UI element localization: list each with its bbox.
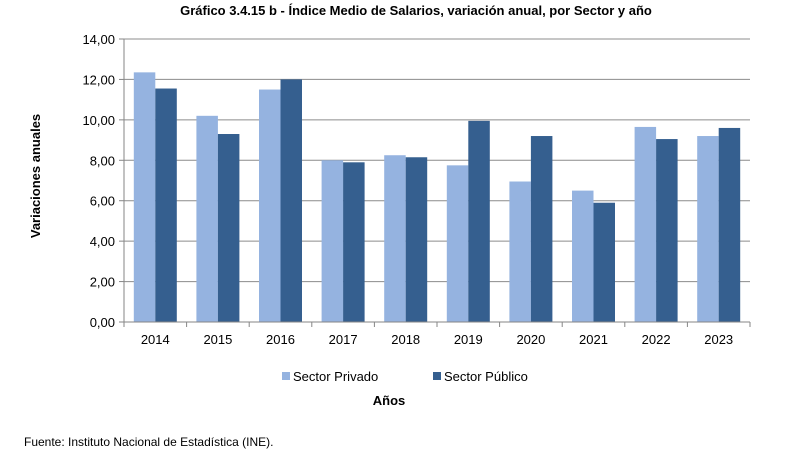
x-tick-labels: 2014 2015 2016 2017 2018 2019 2020 2021 2022 2023 <box>141 332 733 347</box>
x-tick-label: 2017 <box>329 332 358 347</box>
legend-label: Sector Público <box>444 369 528 384</box>
bar-sector-privado-2023 <box>697 136 719 322</box>
legend-swatch <box>433 372 441 380</box>
x-tick-label: 2018 <box>391 332 420 347</box>
y-tick-labels: 0,00 2,00 4,00 6,00 8,00 10,00 12,00 14,00 <box>82 32 115 330</box>
x-tick-label: 2015 <box>203 332 232 347</box>
bar-sector-privado-2018 <box>384 155 406 322</box>
x-tick-label: 2022 <box>642 332 671 347</box>
legend-swatch <box>282 372 290 380</box>
bar-sector-privado-2020 <box>509 181 531 322</box>
x-tick-label: 2021 <box>579 332 608 347</box>
bar-sector-privado-2014 <box>133 72 156 322</box>
bar-sector-publico-2017 <box>343 162 365 322</box>
bar-sector-publico-2016 <box>280 79 302 322</box>
x-tick-label: 2020 <box>516 332 545 347</box>
bar-sector-privado-2019 <box>446 165 469 322</box>
bar-sector-publico-2022 <box>656 139 678 322</box>
bar-sector-publico-2015 <box>217 134 240 322</box>
bar-sector-publico-2018 <box>405 157 428 322</box>
bar-sector-privado-2017 <box>321 160 344 322</box>
y-tick-label: 0,00 <box>90 315 115 330</box>
y-tick-label: 10,00 <box>82 113 115 128</box>
x-axis-title: Años <box>373 393 406 408</box>
x-tick-label: 2019 <box>454 332 483 347</box>
bar-sector-publico-2021 <box>593 202 615 322</box>
y-tick-label: 2,00 <box>90 275 115 290</box>
bar-sector-publico-2020 <box>530 136 553 322</box>
axes <box>119 38 751 327</box>
x-tick-label: 2014 <box>141 332 170 347</box>
bar-sector-privado-2021 <box>572 190 594 322</box>
x-tick-label: 2016 <box>266 332 295 347</box>
y-tick-label: 6,00 <box>90 194 115 209</box>
legend: Sector Privado Sector Público <box>282 369 528 384</box>
bars <box>133 72 741 323</box>
legend-label: Sector Privado <box>293 369 378 384</box>
y-tick-label: 14,00 <box>82 32 115 47</box>
bar-sector-publico-2023 <box>718 127 741 322</box>
chart-title: Gráfico 3.4.15 b - Índice Medio de Salar… <box>180 3 652 18</box>
bar-sector-privado-2015 <box>196 115 218 322</box>
bar-sector-privado-2016 <box>259 89 281 323</box>
y-axis-title: Variaciones anuales <box>28 114 43 238</box>
bar-sector-publico-2019 <box>468 120 490 322</box>
y-tick-label: 12,00 <box>82 72 115 87</box>
bar-sector-publico-2014 <box>155 88 177 323</box>
y-tick-label: 8,00 <box>90 153 115 168</box>
source-note: Fuente: Instituto Nacional de Estadístic… <box>24 435 273 449</box>
y-tick-label: 4,00 <box>90 234 115 249</box>
x-tick-label: 2023 <box>704 332 733 347</box>
bar-sector-privado-2022 <box>634 126 657 322</box>
